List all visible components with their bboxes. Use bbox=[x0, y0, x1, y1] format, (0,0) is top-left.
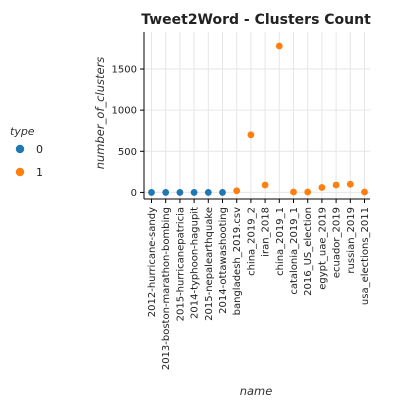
y-tick-label: 500 bbox=[118, 147, 137, 158]
x-tick-label: 2014-ottawashooting bbox=[218, 207, 229, 314]
data-point-type-1 bbox=[290, 188, 297, 196]
x-tick-label: 2014-typhoon-hagupit bbox=[190, 207, 201, 319]
data-point-type-0 bbox=[148, 189, 155, 196]
legend-marker bbox=[15, 167, 25, 177]
y-tick-label: 0 bbox=[131, 188, 137, 199]
points-layer bbox=[148, 42, 368, 196]
y-tick-label: 1500 bbox=[112, 65, 137, 76]
axis-layer bbox=[140, 32, 370, 203]
x-tick-label: 2012-hurricane-sandy bbox=[147, 207, 158, 317]
x-tick-label: egypt_uae_2019 bbox=[317, 207, 328, 290]
grid-layer bbox=[144, 32, 370, 199]
data-point-type-1 bbox=[233, 187, 241, 195]
y-tick-label: 1000 bbox=[112, 106, 137, 117]
data-point-type-1 bbox=[304, 188, 312, 196]
legend-marker bbox=[15, 144, 25, 154]
legend-entry-label: 1 bbox=[36, 166, 43, 179]
data-point-type-0 bbox=[204, 189, 212, 196]
x-tick-labels: 2012-hurricane-sandy 2013-boston-marathon… bbox=[147, 207, 371, 370]
data-point-type-1 bbox=[361, 188, 368, 196]
chart-title: Tweet2Word - Clusters Count bbox=[141, 12, 371, 28]
y-axis-label: number_of_clusters bbox=[93, 57, 107, 170]
data-point-type-0 bbox=[190, 189, 198, 196]
legend-entries: 01 bbox=[15, 143, 43, 179]
x-tick-label: 2015-nepalearthquake bbox=[204, 207, 215, 321]
legend-title: type bbox=[10, 125, 35, 138]
data-point-type-1 bbox=[261, 181, 269, 189]
data-point-type-0 bbox=[176, 189, 184, 196]
x-tick-label: 2016_US_election bbox=[303, 207, 314, 296]
x-tick-label: bangladesh_2019.csv bbox=[232, 207, 243, 315]
x-tick-label: ecuador_2019 bbox=[332, 207, 343, 278]
data-point-type-0 bbox=[162, 189, 170, 196]
x-tick-label: china_2019_1 bbox=[275, 207, 286, 276]
data-point-type-1 bbox=[346, 180, 354, 188]
x-tick-label: 2013-boston-marathon-bombing bbox=[161, 207, 172, 370]
data-point-type-1 bbox=[332, 181, 340, 189]
data-point-type-1 bbox=[318, 184, 326, 191]
x-tick-label: iran_2018 bbox=[261, 207, 272, 257]
data-point-type-1 bbox=[247, 131, 255, 139]
x-tick-label: 2015-hurricanepatricia bbox=[175, 207, 186, 321]
data-point-type-0 bbox=[219, 189, 226, 196]
x-tick-label: china_2019_2 bbox=[246, 207, 257, 276]
x-tick-label: usa_elections_2011 bbox=[360, 207, 371, 305]
x-tick-label: russian_2019 bbox=[346, 207, 357, 274]
x-tick-label: catalonia_2019_1 bbox=[289, 207, 300, 295]
y-tick-labels: 0 500 1000 1500 bbox=[112, 65, 137, 199]
legend: type 01 bbox=[10, 125, 43, 179]
legend-entry-label: 0 bbox=[36, 143, 43, 156]
x-axis-label: name bbox=[240, 384, 273, 398]
data-point-type-1 bbox=[275, 42, 283, 50]
